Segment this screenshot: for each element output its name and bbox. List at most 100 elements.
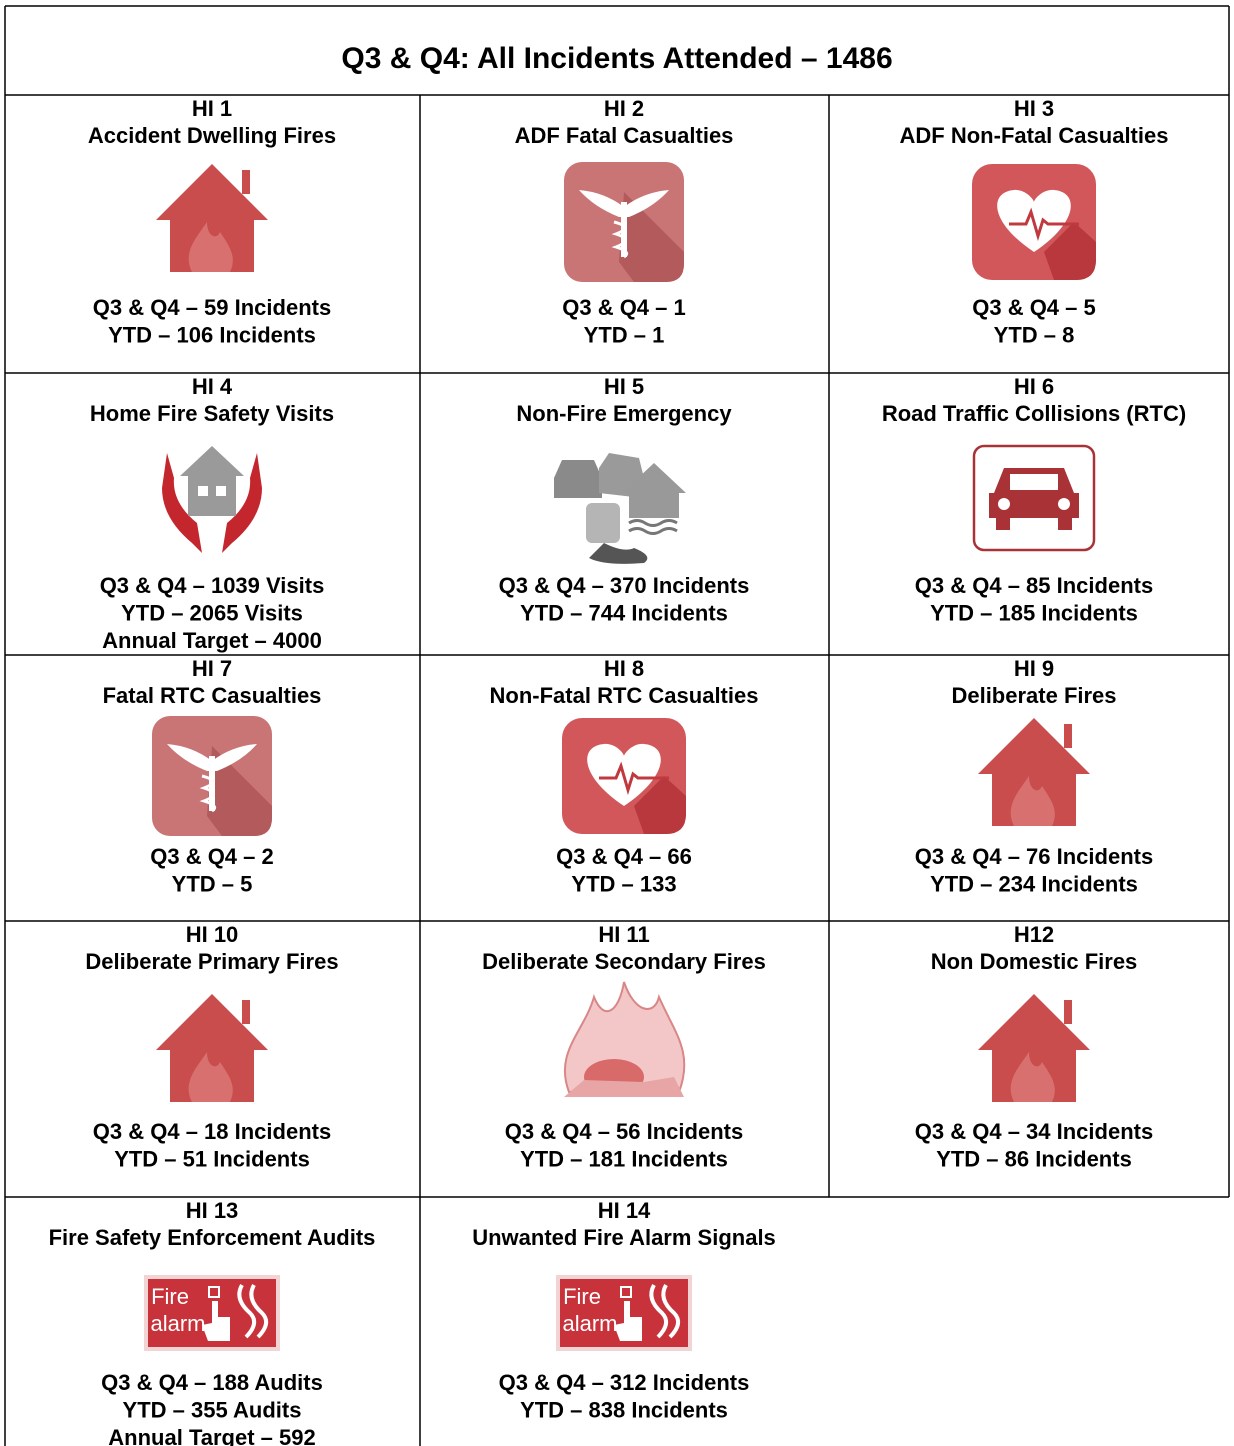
cell-name: Road Traffic Collisions (RTC) xyxy=(882,401,1186,426)
windshield xyxy=(1010,474,1058,490)
cell-stat: Q3 & Q4 – 2 xyxy=(150,844,274,869)
cell-name: ADF Non-Fatal Casualties xyxy=(900,123,1169,148)
cell-name: Non Domestic Fires xyxy=(931,949,1138,974)
cell-stat: YTD – 106 Incidents xyxy=(108,322,316,347)
cell-stat: YTD – 2065 Visits xyxy=(121,600,303,625)
cell-stat: Q3 & Q4 – 188 Audits xyxy=(101,1370,323,1395)
cell-code: HI 3 xyxy=(1014,96,1054,121)
cell-name: Deliberate Fires xyxy=(951,683,1116,708)
light xyxy=(998,498,1010,510)
spill xyxy=(589,543,647,564)
cell-code: HI 9 xyxy=(1014,656,1054,681)
chimney xyxy=(1064,724,1072,748)
cell-stat: YTD – 355 Audits xyxy=(123,1397,302,1422)
cell-stat: YTD – 8 xyxy=(994,322,1075,347)
cell-stat: YTD – 181 Incidents xyxy=(520,1146,728,1171)
cell-code: HI 5 xyxy=(604,374,644,399)
icon xyxy=(156,164,268,272)
cell-stat: Q3 & Q4 – 1 xyxy=(562,295,686,320)
cell-stat: Q3 & Q4 – 18 Incidents xyxy=(93,1119,331,1144)
cell-name: Home Fire Safety Visits xyxy=(90,401,334,426)
cell-name: Fatal RTC Casualties xyxy=(103,683,322,708)
water xyxy=(629,521,677,534)
cell-stat: Q3 & Q4 – 59 Incidents xyxy=(93,295,331,320)
cell-stat: Q3 & Q4 – 1039 Visits xyxy=(100,573,325,598)
cell-name: Deliberate Primary Fires xyxy=(85,949,338,974)
cell-code: HI 14 xyxy=(598,1198,651,1223)
house-shape xyxy=(180,446,244,516)
icon xyxy=(978,718,1090,826)
barrel xyxy=(586,503,620,543)
wheel xyxy=(996,516,1010,530)
cell-stat: YTD – 133 xyxy=(571,871,676,896)
icon xyxy=(972,164,1096,280)
cell-name: Fire Safety Enforcement Audits xyxy=(49,1225,376,1250)
cell-code: HI 2 xyxy=(604,96,644,121)
cell-code: HI 13 xyxy=(186,1198,239,1223)
icon xyxy=(156,994,268,1102)
icon xyxy=(562,718,686,834)
car-a xyxy=(554,460,602,498)
cell-stat: YTD – 185 Incidents xyxy=(930,600,1138,625)
chimney xyxy=(242,1000,250,1024)
cell: HI 3ADF Non-Fatal Casualties Q3 & Q4 – 5Y… xyxy=(900,96,1169,348)
cell-stat: YTD – 51 Incidents xyxy=(114,1146,310,1171)
cell-stat: Q3 & Q4 – 5 xyxy=(972,295,1096,320)
chimney xyxy=(1064,1000,1072,1024)
cell-stat: Q3 & Q4 – 66 xyxy=(556,844,692,869)
window xyxy=(198,486,208,496)
light xyxy=(1058,498,1070,510)
cell-name: Accident Dwelling Fires xyxy=(88,123,336,148)
chimney xyxy=(242,170,250,194)
cell-name: Non-Fire Emergency xyxy=(516,401,732,426)
cell-stat: Annual Target – 592 xyxy=(108,1425,315,1446)
cell-stat: Q3 & Q4 – 76 Incidents xyxy=(915,844,1153,869)
cell-name: Deliberate Secondary Fires xyxy=(482,949,766,974)
sign-text: Fire xyxy=(151,1284,189,1309)
cell-stat: Q3 & Q4 – 56 Incidents xyxy=(505,1119,743,1144)
cell-code: HI 10 xyxy=(186,922,239,947)
title: Q3 & Q4: All Incidents Attended – 1486 xyxy=(341,42,892,75)
document: Q3 & Q4: All Incidents Attended – 1486 H… xyxy=(0,0,1234,1446)
cell-name: Non-Fatal RTC Casualties xyxy=(490,683,759,708)
cell-code: H12 xyxy=(1014,922,1054,947)
icon xyxy=(162,446,262,553)
wheel xyxy=(1058,516,1072,530)
cell-stat: YTD – 744 Incidents xyxy=(520,600,728,625)
cell-name: Unwanted Fire Alarm Signals xyxy=(472,1225,776,1250)
window xyxy=(216,486,226,496)
cell: HI 13Fire Safety Enforcement Audits Firea… xyxy=(49,1198,376,1446)
cell-code: HI 1 xyxy=(192,96,232,121)
cell-stat: Q3 & Q4 – 312 Incidents xyxy=(499,1370,750,1395)
cell-stat: YTD – 86 Incidents xyxy=(936,1146,1132,1171)
cell-code: HI 6 xyxy=(1014,374,1054,399)
icon xyxy=(152,716,272,836)
cell-code: HI 8 xyxy=(604,656,644,681)
cell-stat: Q3 & Q4 – 85 Incidents xyxy=(915,573,1153,598)
sign-text: Fire xyxy=(563,1284,601,1309)
cell-stat: YTD – 1 xyxy=(584,322,665,347)
icon xyxy=(554,453,686,564)
icon xyxy=(974,446,1094,550)
cell-stat: Q3 & Q4 – 34 Incidents xyxy=(915,1119,1153,1144)
cell-code: HI 7 xyxy=(192,656,232,681)
icon xyxy=(978,994,1090,1102)
cell-stat: YTD – 838 Incidents xyxy=(520,1397,728,1422)
icon xyxy=(564,982,684,1097)
cell-stat: Q3 & Q4 – 370 Incidents xyxy=(499,573,750,598)
cell-code: HI 4 xyxy=(192,374,233,399)
